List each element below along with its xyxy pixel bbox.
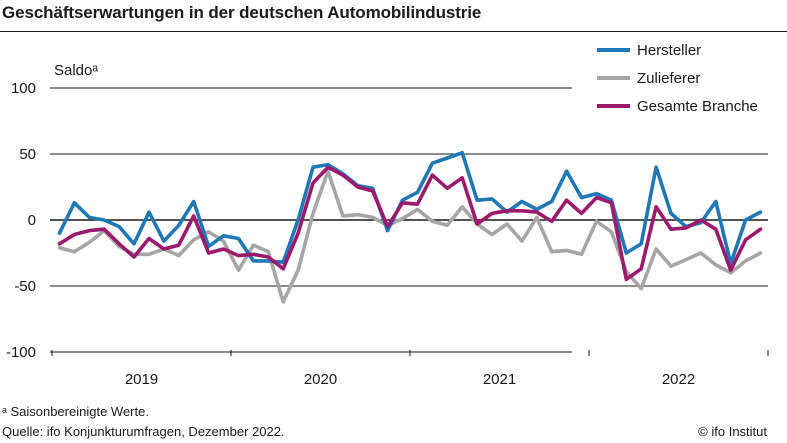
line-chart: 100 50 0 -50 -100 2019 2020 2021 2022 Saldoᵃ He…: [6, 42, 769, 388]
x-tick-label: 2021: [483, 371, 516, 388]
footnote: ᵃ Saisonbereinigte Werte.: [2, 404, 149, 419]
source-note: Quelle: ifo Konjunkturumfragen, Dezember…: [2, 424, 285, 439]
y-tick-label: -50: [14, 278, 36, 295]
legend-label: Hersteller: [637, 42, 701, 59]
x-tick-label: 2020: [304, 371, 337, 388]
series-line-gesamte-branche: [57, 165, 763, 282]
series-layer: [57, 150, 763, 304]
legend-label: Zulieferer: [637, 70, 700, 87]
x-tick-label: 2022: [662, 371, 695, 388]
y-tick-label: -100: [6, 344, 36, 361]
y-tick-labels: 100 50 0 -50 -100: [6, 80, 36, 361]
series-line-zulieferer: [57, 169, 763, 304]
chart-title: Geschäftserwartungen in der deutschen Au…: [2, 3, 482, 22]
y-axis-label: Saldoᵃ: [54, 62, 98, 79]
y-tick-label: 100: [11, 80, 36, 97]
y-tick-label: 50: [19, 146, 36, 163]
y-tick-label: 0: [28, 212, 36, 229]
title-divider: [0, 31, 787, 32]
legend: Hersteller Zulieferer Gesamte Branche: [597, 42, 758, 115]
series-line-hersteller: [57, 150, 763, 266]
x-axis: 2019 2020 2021 2022: [51, 350, 769, 388]
legend-label: Gesamte Branche: [637, 98, 758, 115]
x-tick-label: 2019: [125, 371, 158, 388]
copyright-notice: © ifo Institut: [698, 424, 767, 439]
grid-layer: [50, 87, 768, 353]
